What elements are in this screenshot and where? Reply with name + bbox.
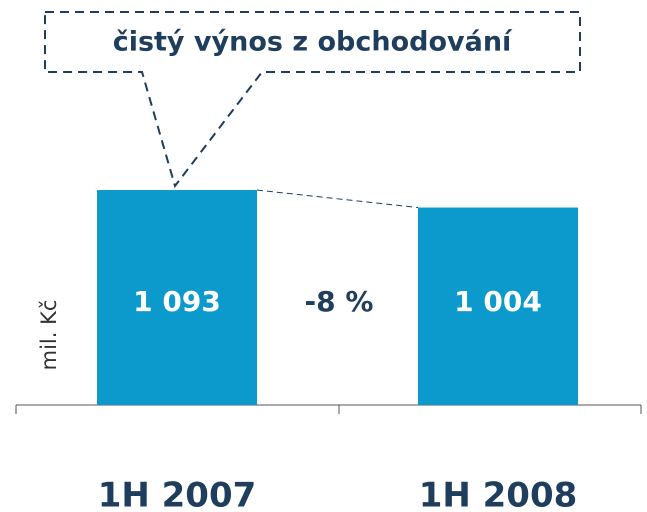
- y-axis-label: mil. Kč: [37, 300, 61, 371]
- bar: [97, 190, 257, 405]
- trend-connector: [256, 189, 419, 209]
- x-tick-label: 1H 2008: [419, 476, 578, 512]
- x-tick-label: 1H 2007: [98, 476, 257, 512]
- change-annotation: -8 %: [305, 285, 374, 318]
- chart-title: čistý výnos z obchodování: [113, 27, 513, 58]
- bar: [418, 207, 578, 405]
- value-label: 1 093: [133, 285, 221, 318]
- value-label: 1 004: [454, 285, 542, 318]
- callout-box: [44, 11, 581, 189]
